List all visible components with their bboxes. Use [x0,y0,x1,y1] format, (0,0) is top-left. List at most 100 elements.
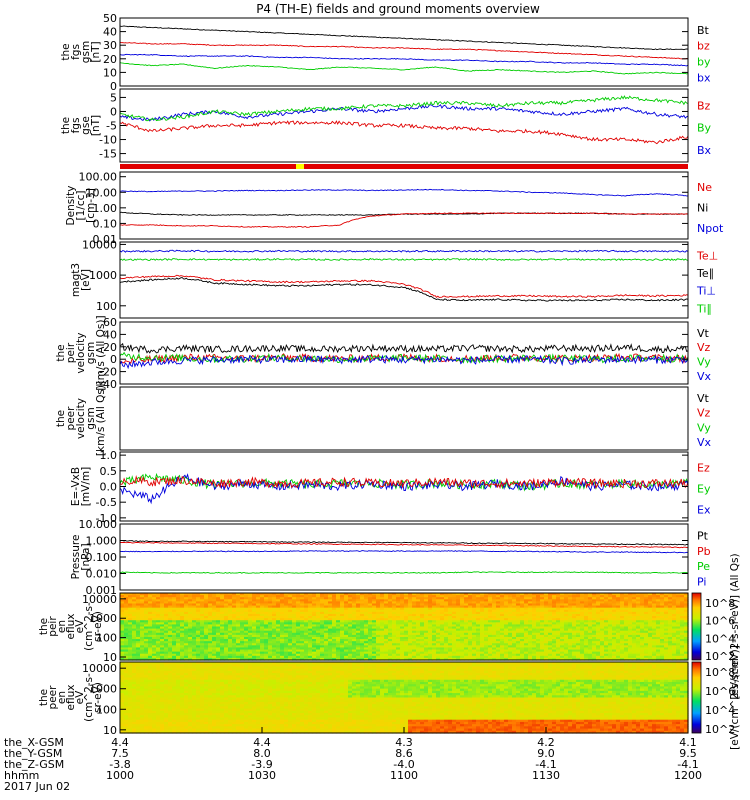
spectrogram-cell [372,634,377,638]
spectrogram-cell [128,693,133,696]
spectrogram-cell [404,609,409,613]
spectrogram-cell [220,593,225,596]
spectrogram-cell [232,647,237,651]
spectrogram-cell [284,643,289,646]
spectrogram-cell [332,616,337,619]
spectrogram-cell [376,632,381,636]
spectrogram-cell [184,651,189,655]
spectrogram-cell [436,601,441,605]
spectrogram-cell [636,649,641,653]
spectrogram-cell [184,657,189,661]
spectrogram-cell [532,620,537,623]
spectrogram-cell [280,607,285,611]
spectrogram-cell [412,601,417,605]
spectrogram-cell [552,597,557,600]
spectrogram-cell [412,597,417,600]
spectrogram-cell [568,657,573,661]
spectrogram-cell [316,618,321,621]
spectrogram-cell [128,679,133,683]
spectrogram-cell [236,653,241,657]
spectrogram-cell [164,632,169,636]
axis-label: velocity [75,398,87,439]
spectrogram-cell [180,605,185,609]
spectrogram-cell [484,607,489,611]
spectrogram-cell [636,609,641,613]
spectrogram-cell [352,622,357,625]
spectrogram-cell [364,620,369,623]
spectrogram-cell [408,609,413,613]
spectrogram-cell [352,653,357,657]
spectrogram-cell [684,626,689,630]
spectrogram-cell [476,634,481,638]
spectrogram-cell [392,595,397,598]
spectrogram-cell [124,684,129,688]
spectrogram-cell [296,653,301,657]
spectrogram-cell [124,699,129,703]
spectrogram-cell [636,647,641,651]
spectrogram-cell [412,634,417,638]
spectrogram-cell [132,721,137,725]
spectrogram-cell [660,620,665,623]
spectrogram-cell [360,613,365,617]
spectrogram-cell [416,653,421,657]
spectrogram-cell [296,613,301,617]
spectrogram-cell [176,609,181,613]
spectrogram-cell [124,601,129,605]
spectrogram-cell [564,643,569,646]
spectrogram-cell [552,595,557,598]
spectrogram-cell [228,620,233,623]
spectrogram-cell [128,643,133,646]
spectrogram-cell [536,611,541,615]
spectrogram-cell [284,647,289,651]
spectrogram-cell [292,605,297,609]
spectrogram-cell [480,611,485,615]
spectrogram-cell [168,657,173,661]
spectrogram-cell [504,639,509,642]
spectrogram-cell [568,626,573,630]
spectrogram-cell [508,611,513,615]
spectrogram-cell [616,628,621,632]
spectrogram-cell [304,607,309,611]
spectrogram-cell [540,632,545,636]
spectrogram-cell [400,607,405,611]
spectrogram-cell [240,624,245,628]
spectrogram-cell [648,657,653,661]
spectrogram-cell [540,657,545,661]
spectrogram-cell [520,618,525,621]
spectrogram-cell [676,655,681,659]
spectrogram-cell [240,605,245,609]
spectrogram-cell [684,597,689,600]
spectrogram-cell [660,632,665,636]
spectrogram-cell [276,651,281,655]
spectrogram-cell [332,655,337,659]
spectrogram-cell [504,651,509,655]
spectrogram-cell [332,624,337,628]
spectrogram-cell [200,593,205,596]
spectrogram-cell [508,605,513,609]
spectrogram-cell [276,595,281,598]
spectrogram-cell [320,618,325,621]
spectrogram-cell [360,647,365,651]
spectrogram-cell [580,657,585,661]
spectrogram-cell [252,651,257,655]
spectrogram-cell [616,593,621,596]
spectrogram-cell [576,636,581,640]
spectrogram-cell [392,632,397,636]
spectrogram-cell [252,632,257,636]
spectrogram-cell [404,647,409,651]
spectrogram-cell [452,611,457,615]
spectrogram-cell [384,639,389,642]
spectrogram-cell [132,649,137,653]
spectrogram-cell [192,647,197,651]
spectrogram-cell [160,603,165,607]
spectrogram-cell [424,611,429,615]
spectrogram-cell [192,624,197,628]
spectrogram-cell [192,628,197,632]
spectrogram-cell [280,595,285,598]
spectrogram-cell [164,603,169,607]
spectrogram-cell [248,618,253,621]
spectrogram-cell [216,645,221,649]
spectrogram-cell [360,639,365,642]
spectrogram-cell [128,630,133,634]
spectrogram-cell [332,632,337,636]
